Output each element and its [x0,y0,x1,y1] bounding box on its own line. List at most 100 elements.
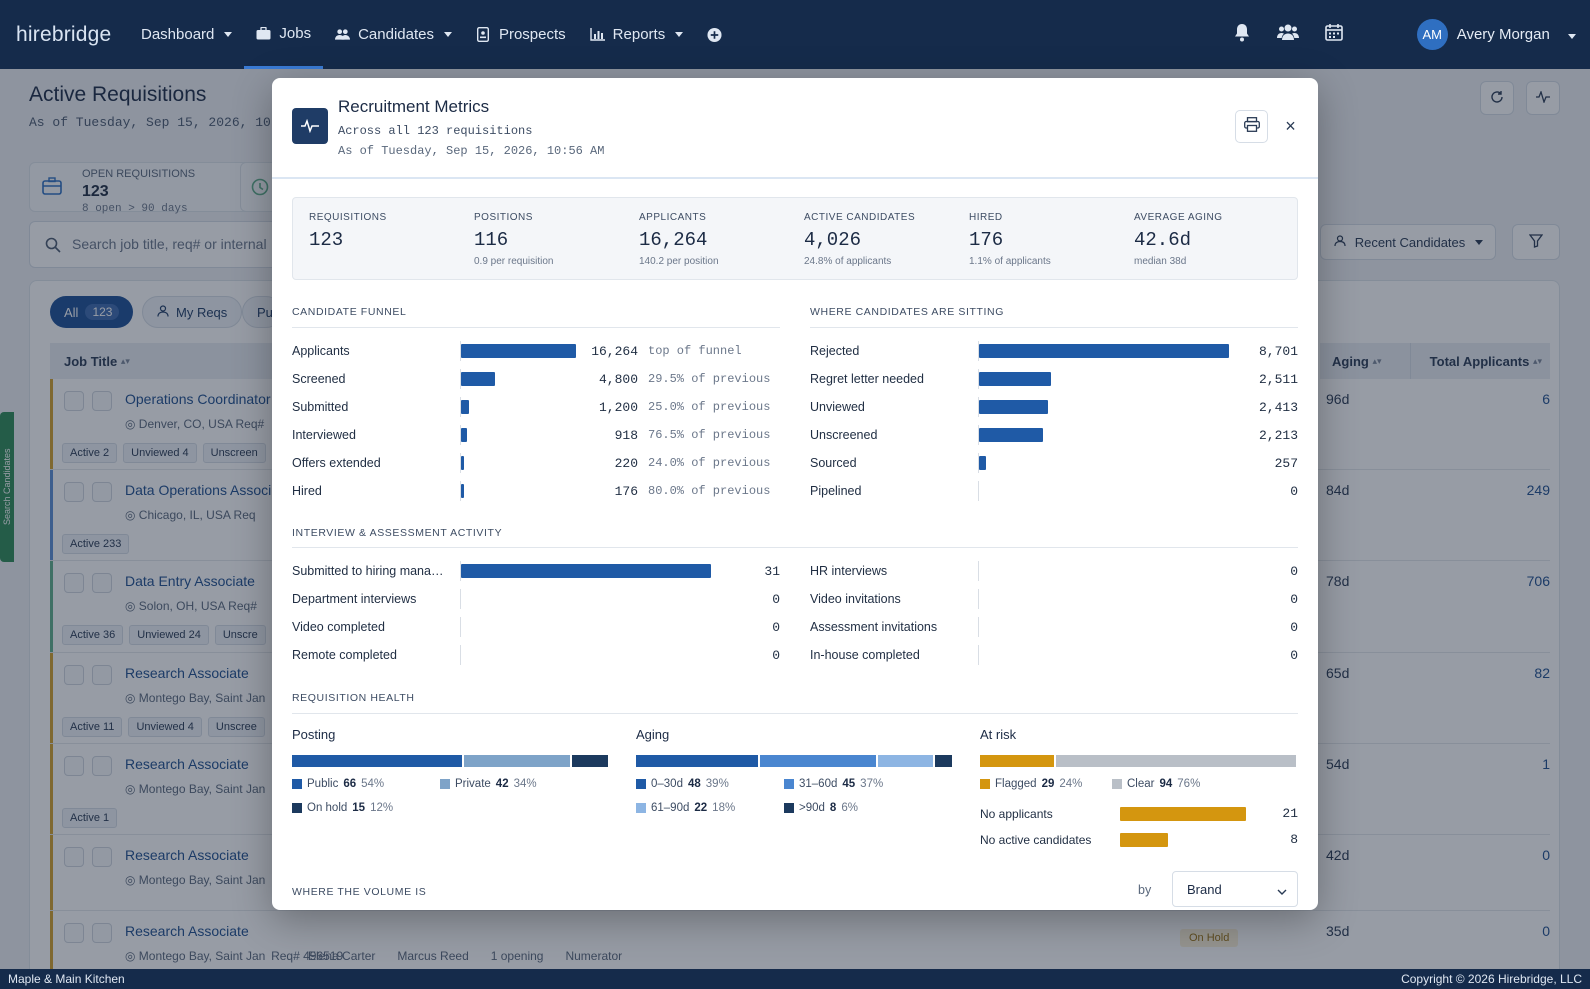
nav-prospects[interactable]: Prospects [464,0,578,69]
nav-candidates-label: Candidates [358,26,434,43]
status-tag[interactable]: Unscree [207,717,265,737]
bar-value: 31 [764,564,780,579]
archive-icon-button[interactable] [64,847,84,867]
job-title-link[interactable]: Research Associate [125,665,249,681]
kpi-label: HIRED [969,212,1003,223]
status-tag[interactable]: Active 11 [62,717,123,737]
tab-my-reqs[interactable]: My Reqs [142,296,243,328]
job-location: ◎ Montego Bay, Saint Jan Req# 496519 [125,949,344,963]
add-new-button[interactable] [695,0,734,69]
archive-icon-button[interactable] [64,391,84,411]
status-tag[interactable]: Unviewed 24 [129,625,209,645]
table-row[interactable]: Research Associate ◎ Montego Bay, Saint J… [50,835,1550,911]
bar-label: Unviewed [810,400,865,414]
recruiter-label: Elena Carter [308,949,376,963]
status-tag[interactable]: Active 1 [62,808,118,828]
total-applicants-link[interactable]: 1 [1542,756,1550,772]
total-applicants-link[interactable]: 0 [1542,923,1550,939]
edit-icon-button[interactable] [92,391,112,411]
nav-candidates[interactable]: Candidates [323,0,464,69]
job-title-link[interactable]: Research Associate [125,847,249,863]
job-title-link[interactable]: Data Entry Associate [125,573,255,589]
status-tag[interactable]: Active 2 [62,443,118,463]
risk-bar-fill [1120,833,1168,847]
footer-copyright: Copyright © 2026 Hirebridge, LLC [1401,972,1582,986]
metrics-button[interactable] [1526,81,1560,115]
total-applicants-link[interactable]: 706 [1526,573,1550,589]
close-button[interactable]: × [1274,110,1307,143]
tab-all[interactable]: All 123 [50,296,134,328]
page-as-of: As of Tuesday, Sep 15, 2026, 10 [29,115,271,130]
total-applicants-link[interactable]: 6 [1542,391,1550,407]
archive-icon-button[interactable] [64,756,84,776]
nav-dashboard[interactable]: Dashboard [129,0,244,69]
status-tag[interactable]: Unscre [214,625,266,645]
bar-row: HR interviews 0 [810,561,1298,581]
search-input[interactable]: Search job title, req# or internal [29,221,289,268]
bar-label: Sourced [810,456,857,470]
bell-icon [1233,23,1251,47]
status-tag[interactable]: Active 36 [62,625,124,645]
kpi-sub: 140.2 per position [639,256,719,267]
bar-chart-icon [589,27,605,42]
bar-track [460,589,710,609]
legend-count: 8 [829,802,837,814]
team-button[interactable] [1265,23,1311,46]
total-applicants-link[interactable]: 249 [1526,482,1550,498]
filter-button[interactable] [1512,224,1560,260]
edit-icon-button[interactable] [92,756,112,776]
edit-icon-button[interactable] [92,573,112,593]
legend-pct: 54% [361,778,385,790]
notifications-button[interactable] [1219,23,1265,47]
total-applicants-link[interactable]: 82 [1534,665,1550,681]
aging-value: 65d [1326,665,1350,681]
status-tag[interactable]: Unviewed 4 [128,717,202,737]
edit-icon-button[interactable] [92,923,112,943]
archive-icon-button[interactable] [64,573,84,593]
user-menu[interactable]: Avery Morgan [1457,26,1576,43]
status-tag[interactable]: Unviewed 4 [123,443,197,463]
group-by-select[interactable]: Brand [1172,871,1298,907]
app-logo[interactable]: hirebridge [16,22,112,46]
briefcase-icon [256,26,271,41]
status-tag[interactable]: Unscreen [202,443,266,463]
bar-row: Screened 4,800 29.5% of previous [292,369,780,389]
edit-icon-button[interactable] [92,482,112,502]
stack-segment [464,755,570,767]
nav-reports[interactable]: Reports [578,0,696,69]
column-aging[interactable]: Aging ▴▾ [1320,343,1410,379]
row-accent [50,379,53,469]
print-button[interactable] [1235,110,1268,143]
kpi-label: AVERAGE AGING [1134,212,1223,223]
archive-icon-button[interactable] [64,482,84,502]
total-applicants-link[interactable]: 0 [1542,847,1550,863]
column-total-applicants[interactable]: Total Applicants ▴▾ [1410,343,1550,379]
table-row[interactable]: Research Associate ◎ Montego Bay, Saint J… [50,653,1550,744]
status-tags: Active 1 [62,808,118,828]
job-title-link[interactable]: Operations Coordinator [125,391,271,407]
stack-segment [1056,755,1296,767]
bar-track [978,589,1228,609]
bar-track [978,369,1228,389]
legend-count: 45 [842,778,856,790]
calendar-button[interactable] [1311,23,1357,46]
edit-icon-button[interactable] [92,847,112,867]
job-title-link[interactable]: Research Associate [125,923,249,939]
nav-jobs[interactable]: Jobs [244,0,324,69]
avatar[interactable]: AM [1416,19,1448,50]
refresh-button[interactable] [1480,81,1514,115]
edit-icon-button[interactable] [92,665,112,685]
bar-note: 24.0% of previous [648,456,771,470]
archive-icon-button[interactable] [64,923,84,943]
recent-candidates-button[interactable]: Recent Candidates [1320,224,1496,260]
bar-fill [979,344,1229,358]
archive-icon-button[interactable] [64,665,84,685]
job-title-link[interactable]: Data Operations Associ [125,482,272,498]
kpi-average-aging: AVERAGE AGING 42.6d median 38d [1134,212,1223,267]
main-nav: Dashboard Jobs Candidates Prospects Repo… [129,0,734,69]
status-tag[interactable]: Active 233 [62,534,130,554]
job-title-link[interactable]: Research Associate [125,756,249,772]
sitting-heading: WHERE CANDIDATES ARE SITTING [810,306,1004,318]
chevron-down-icon [1475,239,1484,245]
column-job-title[interactable]: Job Title ▴▾ [50,343,310,379]
